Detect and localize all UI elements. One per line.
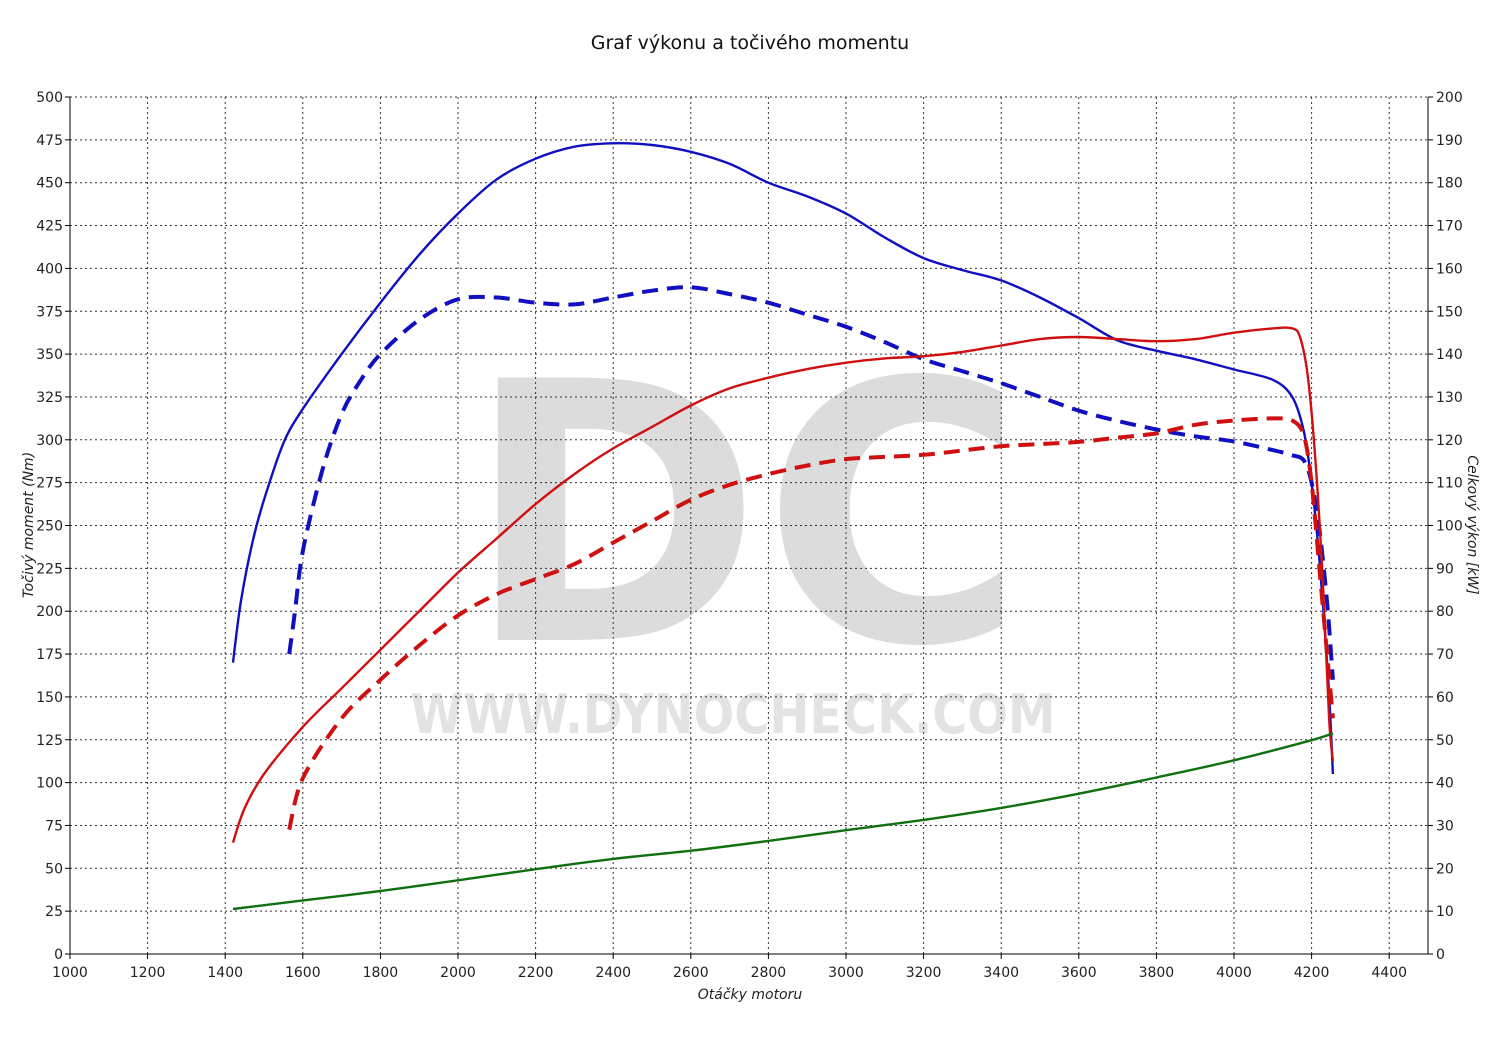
y-tick-label-left: 25 (45, 904, 63, 920)
y-tick-label-left: 300 (36, 433, 63, 449)
loss-power-curve (232, 732, 1334, 911)
y-tick-label-left: 125 (36, 733, 63, 749)
chart-title: Graf výkonu a točivého momentu (590, 32, 910, 54)
torque-curve-stock (287, 285, 1335, 680)
watermark-logo: DC (465, 306, 1025, 725)
y-tick-label-right: 110 (1436, 476, 1463, 492)
y-tick-label-left: 275 (36, 476, 63, 492)
y-tick-label-left: 400 (36, 261, 63, 277)
torque-curve-tuned (231, 142, 1335, 775)
y-tick-label-right: 80 (1436, 604, 1454, 620)
plot-frame (65, 96, 1433, 959)
y-tick-label-right: 70 (1436, 647, 1454, 663)
y-tick-label-right: 30 (1436, 818, 1454, 834)
x-tick-label: 4000 (1216, 965, 1252, 981)
y-tick-label-right: 90 (1436, 561, 1454, 577)
y-tick-label-right: 140 (1436, 347, 1463, 363)
x-axis-label: Otáčky motoru (698, 987, 803, 1003)
y-tick-label-left: 100 (36, 776, 63, 792)
grid (70, 97, 1428, 954)
x-tick-label: 1200 (130, 965, 166, 981)
y-tick-label-left: 175 (36, 647, 63, 663)
x-tick-label: 2000 (440, 965, 476, 981)
y-tick-label-right: 190 (1436, 133, 1463, 149)
y-tick-label-right: 200 (1436, 90, 1463, 106)
y-tick-label-left: 200 (36, 604, 63, 620)
x-tick-label: 4200 (1294, 965, 1330, 981)
x-tick-label: 1800 (363, 965, 399, 981)
y-tick-label-left: 0 (54, 947, 63, 963)
y-tick-label-left: 375 (36, 304, 63, 320)
y-tick-label-left: 425 (36, 219, 63, 235)
y-tick-label-right: 60 (1436, 690, 1454, 706)
y-tick-label-right: 160 (1436, 261, 1463, 277)
y-axis-label-right: Celkový výkon [kW] (1464, 455, 1480, 594)
x-tick-label: 3400 (983, 965, 1019, 981)
y-tick-label-right: 170 (1436, 219, 1463, 235)
y-axis-label-left: Točivý moment (Nm) (21, 452, 37, 598)
y-tick-label-right: 0 (1436, 947, 1445, 963)
x-tick-label: 3800 (1139, 965, 1175, 981)
watermark-url: WWW.DYNOCHECK.COM (411, 683, 1056, 746)
y-tick-label-right: 180 (1436, 176, 1463, 192)
x-tick-label: 2800 (751, 965, 787, 981)
y-tick-label-left: 150 (36, 690, 63, 706)
x-tick-label: 2400 (595, 965, 631, 981)
y-tick-label-right: 40 (1436, 776, 1454, 792)
y-tick-label-right: 20 (1436, 861, 1454, 877)
y-tick-label-right: 100 (1436, 519, 1463, 535)
y-tick-label-left: 250 (36, 519, 63, 535)
y-tick-label-left: 325 (36, 390, 63, 406)
tick-labels: 1000 1200 1400 1600 1800 2000 2200 2400 2600 2800… (36, 90, 1462, 981)
x-tick-label: 1400 (207, 965, 243, 981)
y-tick-label-left: 450 (36, 176, 63, 192)
series-layer (231, 142, 1335, 911)
x-tick-label: 3000 (828, 965, 864, 981)
y-tick-label-right: 120 (1436, 433, 1463, 449)
y-tick-label-left: 225 (36, 561, 63, 577)
x-tick-label: 2200 (518, 965, 554, 981)
x-tick-label: 1600 (285, 965, 321, 981)
x-tick-label: 3200 (906, 965, 942, 981)
watermark: DC WWW.DYNOCHECK.COM (411, 306, 1056, 746)
x-tick-label: 1000 (52, 965, 88, 981)
power-curve-tuned (231, 326, 1335, 843)
x-tick-label: 3600 (1061, 965, 1097, 981)
y-tick-label-left: 75 (45, 818, 63, 834)
y-tick-label-left: 475 (36, 133, 63, 149)
y-tick-label-left: 50 (45, 861, 63, 877)
y-tick-label-left: 350 (36, 347, 63, 363)
y-tick-label-right: 10 (1436, 904, 1454, 920)
y-tick-label-right: 50 (1436, 733, 1454, 749)
y-tick-label-right: 150 (1436, 304, 1463, 320)
x-tick-label: 4400 (1371, 965, 1407, 981)
power-curve-stock (287, 416, 1335, 831)
y-tick-label-right: 130 (1436, 390, 1463, 406)
y-tick-label-left: 500 (36, 90, 63, 106)
x-tick-label: 2600 (673, 965, 709, 981)
